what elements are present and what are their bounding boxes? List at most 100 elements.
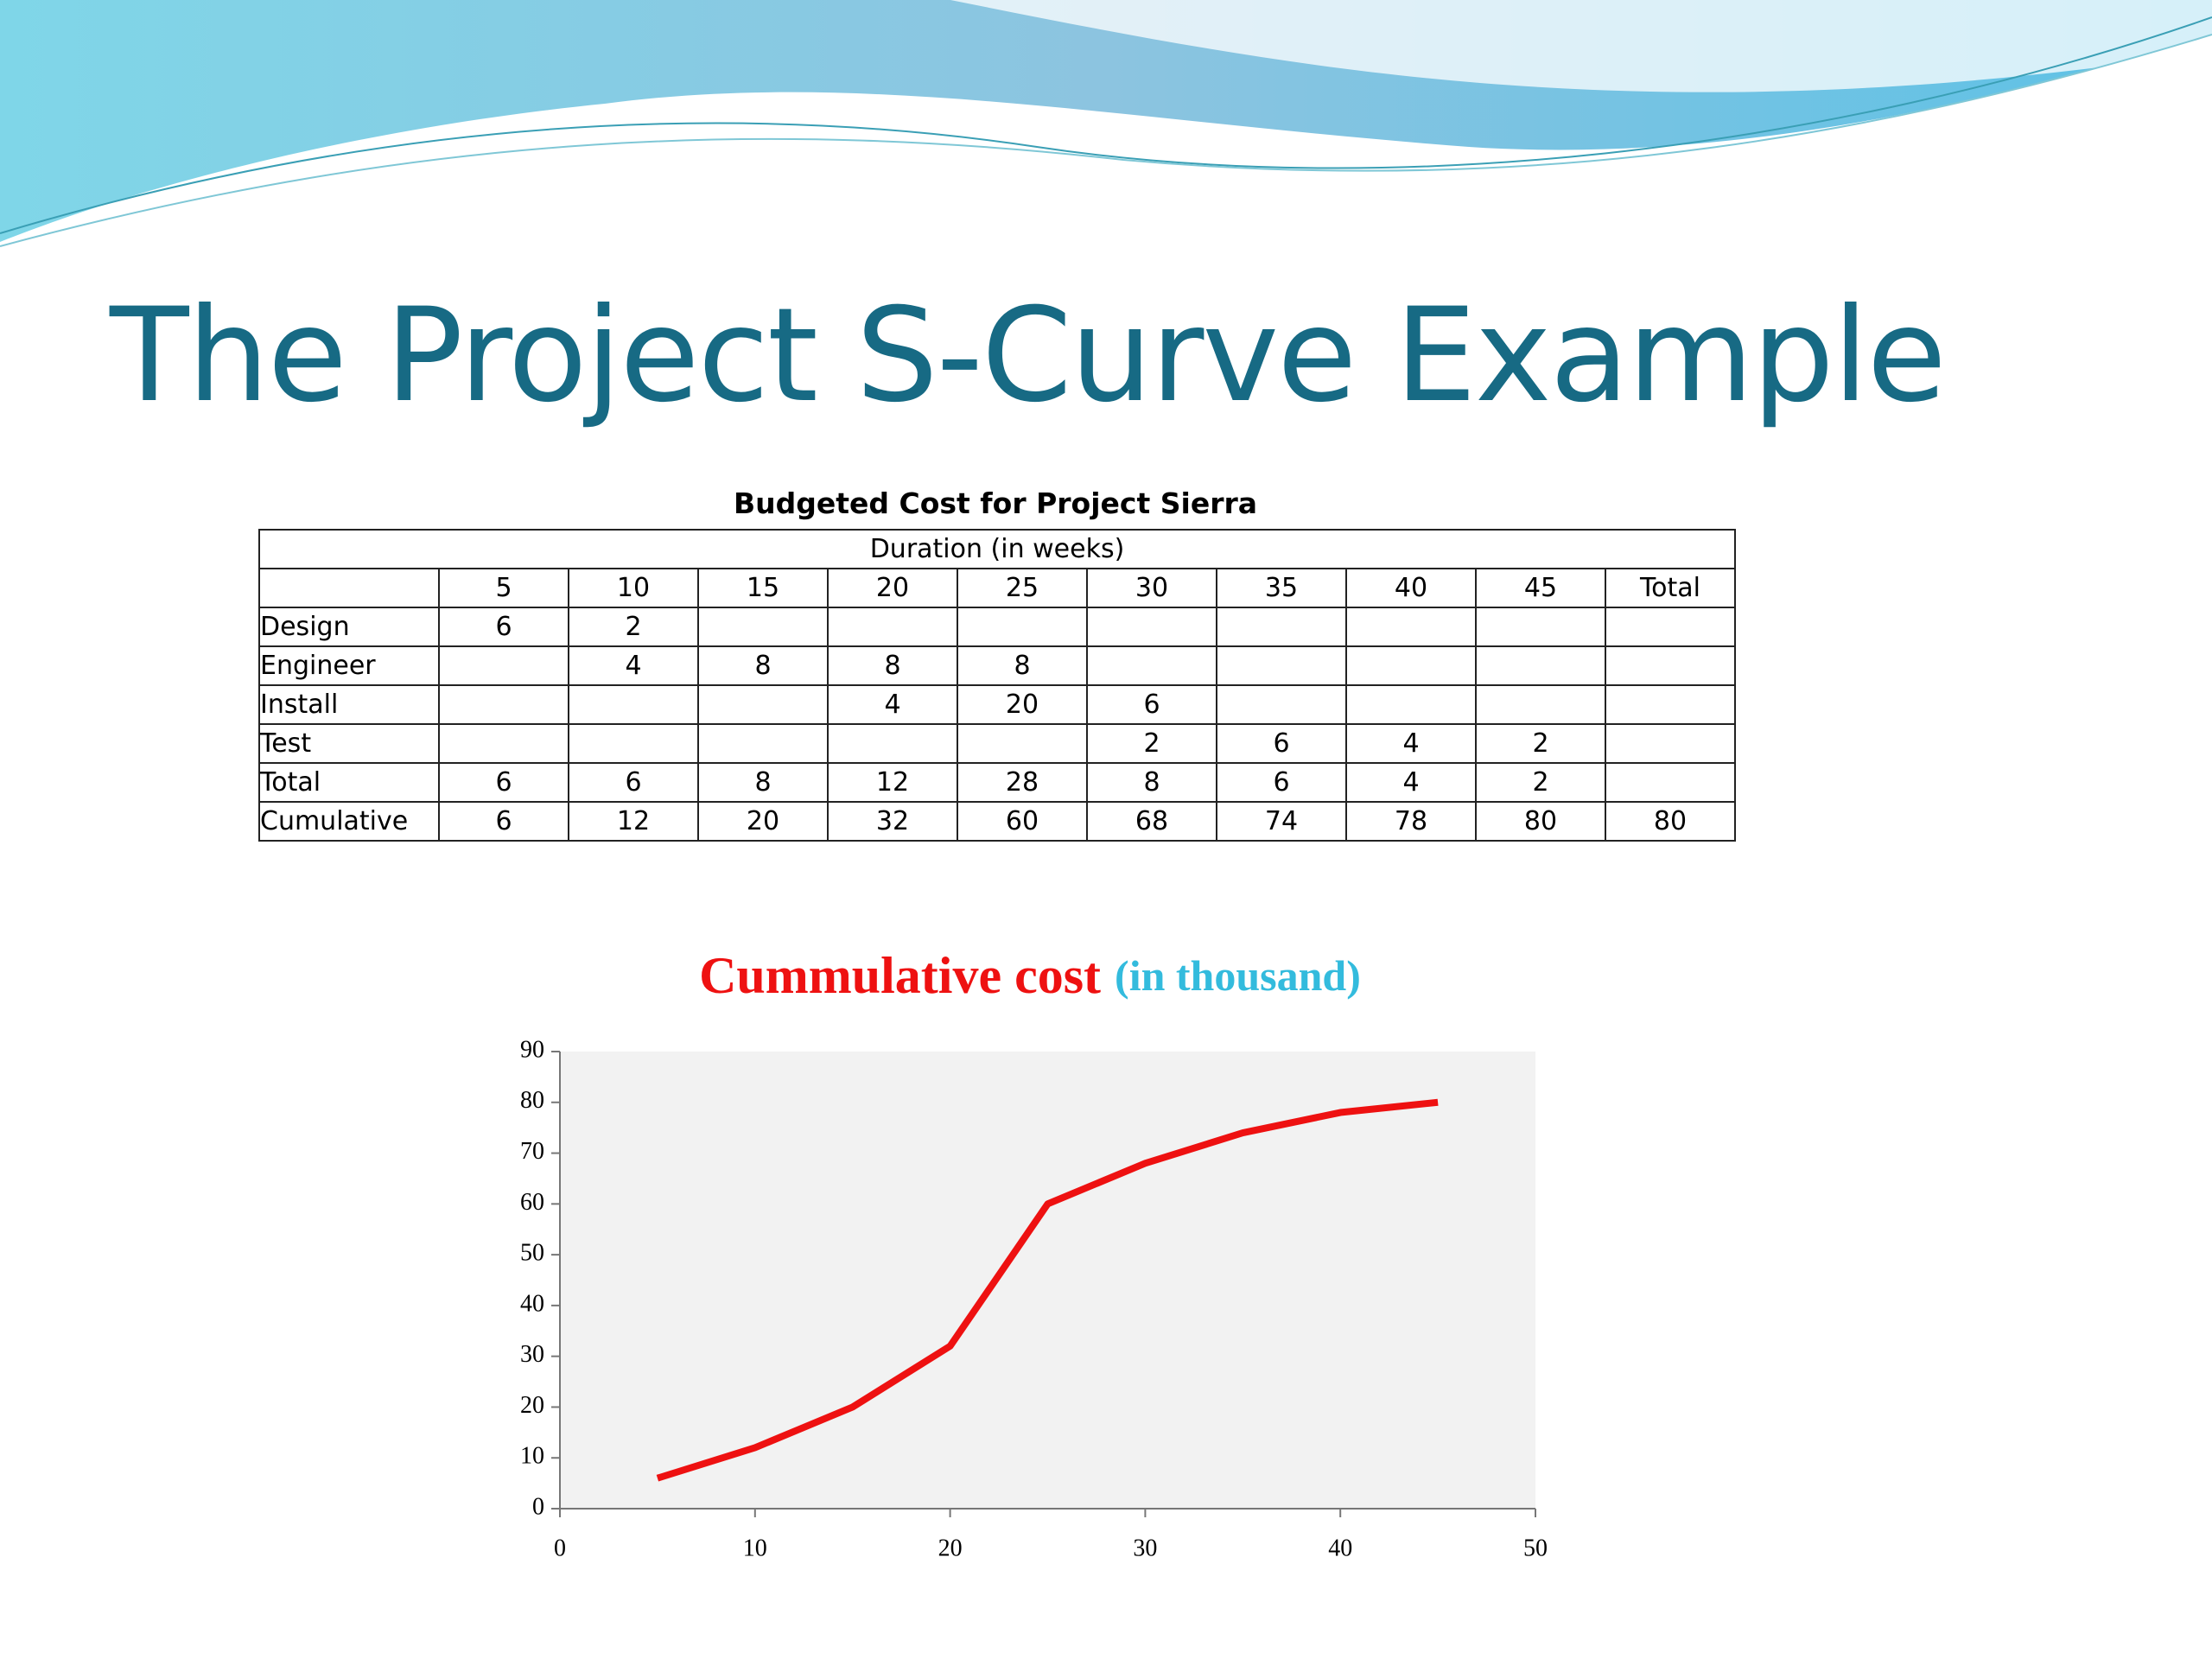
table-row: Test 2 6 4 2	[258, 723, 1736, 764]
empty-cell	[697, 723, 829, 764]
column-header: Total	[1605, 568, 1736, 608]
empty-cell	[827, 723, 958, 764]
table-row: Design 6 2	[258, 607, 1736, 647]
table-caption: Budgeted Cost for Project Sierra	[733, 486, 1258, 520]
table-cell: 6	[438, 801, 569, 842]
empty-cell	[1605, 762, 1736, 803]
y-tick-label: 30	[520, 1341, 544, 1368]
table-cell: 8	[1086, 762, 1217, 803]
data-line	[656, 1098, 1439, 1482]
table-cell: 2	[1086, 723, 1217, 764]
table-row: Total 6 6 8 12 28 8 6 4 2	[258, 762, 1736, 803]
table-cell: 2	[1475, 762, 1606, 803]
chart-title-group: Cummulative cost (in thousand)	[699, 947, 1361, 1004]
empty-cell	[438, 723, 569, 764]
empty-cell	[827, 607, 958, 647]
plot-area	[560, 1052, 1535, 1509]
empty-cell	[1605, 684, 1736, 725]
empty-cell	[697, 607, 829, 647]
row-label: Cumulative	[258, 801, 440, 842]
table-row: 5 10 15 20 25 30 35 40 45 Total	[258, 568, 1736, 608]
empty-cell	[568, 723, 699, 764]
empty-cell	[1605, 645, 1736, 686]
row-label: Engineer	[258, 645, 440, 686]
empty-cell	[1345, 607, 1477, 647]
table-cell: 6	[568, 762, 699, 803]
x-tick-label: 10	[743, 1535, 767, 1561]
y-tick-label: 70	[520, 1138, 544, 1165]
empty-cell	[1216, 607, 1347, 647]
table-cell: 6	[1216, 762, 1347, 803]
table-cell: 2	[568, 607, 699, 647]
table-cell: 8	[697, 762, 829, 803]
empty-cell	[697, 684, 829, 725]
y-tick-label: 40	[520, 1290, 544, 1317]
table-cell: 8	[827, 645, 958, 686]
empty-cell	[438, 684, 569, 725]
y-tick-label: 90	[520, 1036, 544, 1063]
y-tick-label: 0	[532, 1493, 544, 1520]
row-label: Install	[258, 684, 440, 725]
row-label: Test	[258, 723, 440, 764]
y-tick-label: 10	[520, 1443, 544, 1470]
x-tick-label: 30	[1133, 1535, 1157, 1561]
empty-cell	[957, 723, 1088, 764]
table-cell: 78	[1345, 801, 1477, 842]
column-header: 10	[568, 568, 699, 608]
table-cell: 4	[1345, 723, 1477, 764]
empty-cell	[1345, 645, 1477, 686]
y-tick-label: 20	[520, 1392, 544, 1419]
table-cell: 8	[697, 645, 829, 686]
table-cell: 60	[957, 801, 1088, 842]
table-cell: 8	[957, 645, 1088, 686]
column-header: 15	[697, 568, 829, 608]
table-cell: 12	[568, 801, 699, 842]
x-tick-label: 0	[554, 1535, 566, 1561]
empty-cell	[957, 607, 1088, 647]
table-cell: 2	[1475, 723, 1606, 764]
column-header: 20	[827, 568, 958, 608]
table-cell: 6	[438, 762, 569, 803]
column-header: 35	[1216, 568, 1347, 608]
table-cell: 20	[957, 684, 1088, 725]
table-cell: 6	[1216, 723, 1347, 764]
empty-cell	[1475, 607, 1606, 647]
table-cell: 68	[1086, 801, 1217, 842]
chart-title: Cummulative cost	[699, 947, 1101, 1004]
row-label: Design	[258, 607, 440, 647]
table-cell: 20	[697, 801, 829, 842]
row-label: Total	[258, 762, 440, 803]
empty-cell	[1086, 607, 1217, 647]
budget-table: Duration (in weeks) 5 10 15 20 25 30 35 40 45 Tota…	[258, 529, 1736, 842]
table-cell: 4	[1345, 762, 1477, 803]
table-cell: 32	[827, 801, 958, 842]
column-header: 40	[1345, 568, 1477, 608]
x-tick-label: 50	[1523, 1535, 1548, 1561]
table-cell: 12	[827, 762, 958, 803]
header-wave	[0, 0, 2212, 247]
empty-cell	[1605, 723, 1736, 764]
slide-title: The Project S-Curve Example	[110, 281, 1947, 431]
y-tick-label: 50	[520, 1240, 544, 1267]
table-cell: 74	[1216, 801, 1347, 842]
empty-cell	[1086, 645, 1217, 686]
empty-cell	[438, 645, 569, 686]
empty-cell	[1475, 684, 1606, 725]
column-header: 25	[957, 568, 1088, 608]
table-cell: 6	[438, 607, 569, 647]
table-cell: 6	[1086, 684, 1217, 725]
table-cell: 4	[827, 684, 958, 725]
table-cell: 80	[1475, 801, 1606, 842]
chart-subtitle: (in thousand)	[1115, 951, 1361, 1000]
table-row: Engineer 4 8 8 8	[258, 645, 1736, 686]
corner-cell	[258, 568, 440, 608]
y-tick-label: 80	[520, 1087, 544, 1114]
column-header: 5	[438, 568, 569, 608]
duration-header: Duration (in weeks)	[258, 529, 1736, 569]
table-row: Install 4 20 6	[258, 684, 1736, 725]
column-header: 45	[1475, 568, 1606, 608]
empty-cell	[1605, 607, 1736, 647]
table-cell: 28	[957, 762, 1088, 803]
x-tick-label: 20	[938, 1535, 963, 1561]
